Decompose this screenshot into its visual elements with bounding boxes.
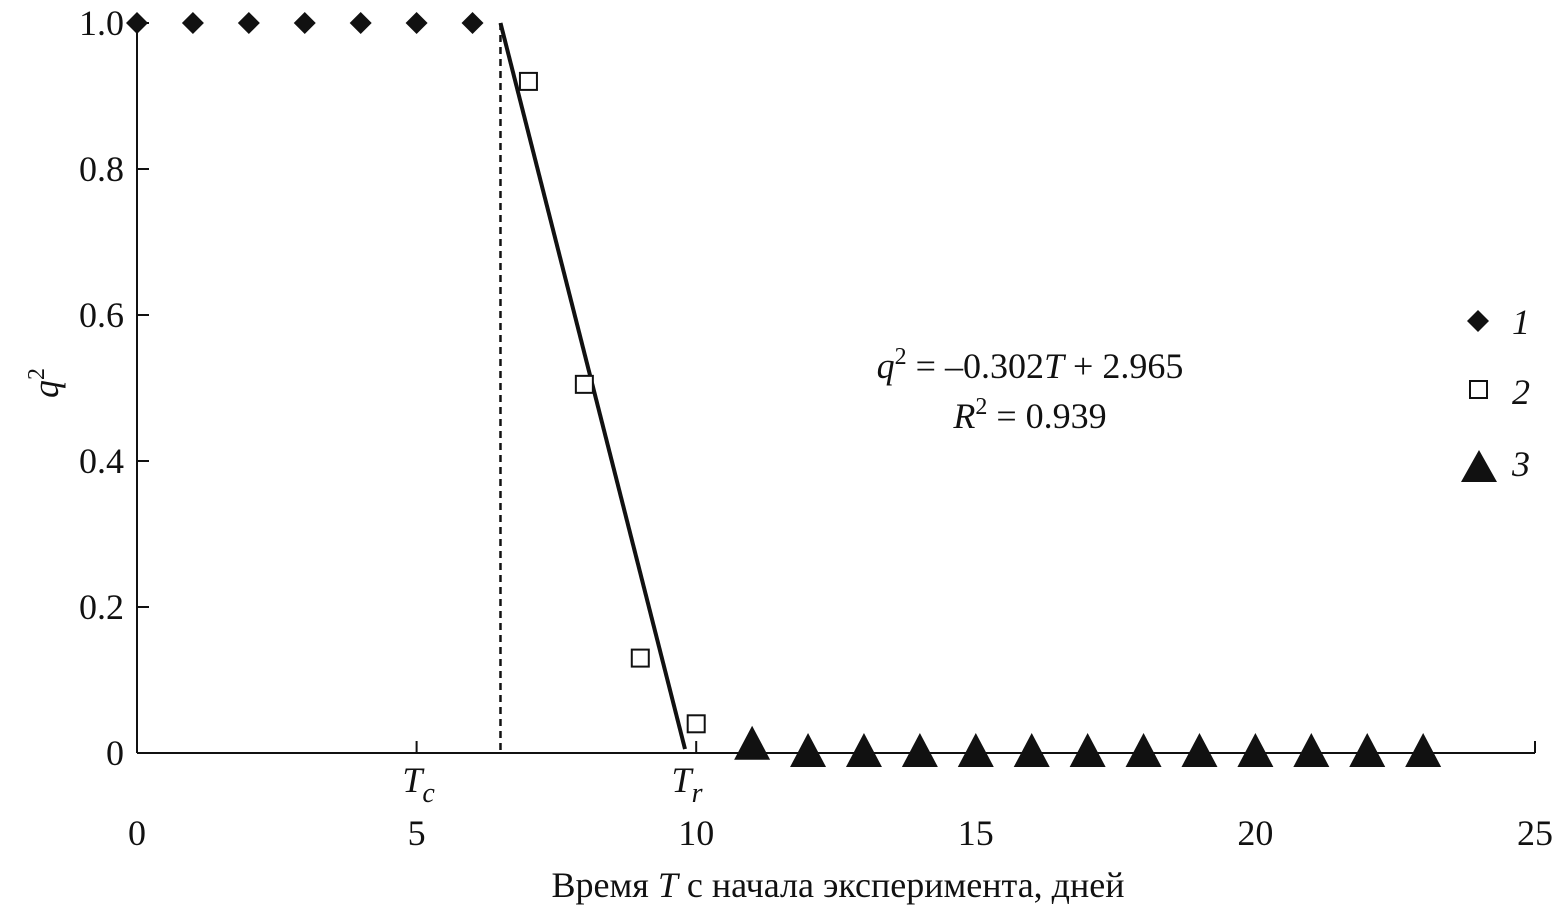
regression-equation: q2 = –0.302T + 2.965 (877, 344, 1184, 386)
x-tick-label: 25 (1517, 813, 1553, 853)
point-series-3 (901, 733, 938, 767)
legend-label-3: 3 (1511, 444, 1530, 484)
point-series-3 (1013, 733, 1050, 767)
y-axis-title: q2 (24, 368, 66, 398)
point-series-3 (1293, 733, 1330, 767)
point-series-2 (630, 648, 650, 668)
legend-square-icon (1469, 380, 1488, 399)
axes (136, 21, 1536, 754)
y-tick-label: 0.2 (79, 587, 124, 627)
point-series-3 (790, 733, 827, 767)
point-series-3 (1405, 733, 1442, 767)
point-series-3 (957, 733, 994, 767)
tick-labels: 0 5 10 15 20 25 0 0.2 0.4 0.6 0.8 1.0 Tc Tr (79, 3, 1553, 853)
y-tick-label: 1.0 (79, 3, 124, 43)
point-series-1 (461, 12, 484, 34)
y-tick-label: 0 (106, 733, 124, 773)
x-axis-title: Время T с начала эксперимента, дней (551, 865, 1124, 905)
y-tick-label: 0.6 (79, 295, 124, 335)
point-series-1 (405, 12, 428, 34)
point-series-1 (237, 12, 260, 34)
x-tick-label: 0 (128, 813, 146, 853)
data-marks (126, 12, 1442, 767)
legend-diamond-icon (1467, 310, 1489, 332)
x-tick-label: 15 (958, 813, 994, 853)
y-tick-label: 0.8 (79, 149, 124, 189)
point-series-3 (1181, 733, 1218, 767)
point-series-1 (181, 12, 204, 34)
point-series-1 (349, 12, 372, 34)
time-marker-label-c: Tc (402, 760, 435, 809)
r-squared: R2 = 0.939 (952, 394, 1106, 436)
legend-label-2: 2 (1512, 372, 1530, 412)
point-series-3 (1349, 733, 1386, 767)
point-series-3 (734, 725, 771, 760)
x-tick-label: 20 (1237, 813, 1273, 853)
point-series-2 (686, 714, 706, 734)
time-marker-label-r: Tr (672, 760, 703, 809)
point-series-3 (1125, 733, 1162, 767)
legend: 1 2 3 (1461, 302, 1530, 484)
point-series-2 (574, 374, 594, 394)
x-tick-label: 5 (408, 813, 426, 853)
point-series-2 (518, 71, 538, 91)
x-tick-label: 10 (678, 813, 714, 853)
point-series-3 (1069, 733, 1106, 767)
y-tick-label: 0.4 (79, 441, 124, 481)
point-series-3 (1237, 733, 1274, 767)
point-series-1 (126, 12, 148, 34)
point-series-1 (293, 12, 316, 34)
legend-label-1: 1 (1512, 302, 1530, 342)
point-series-3 (845, 733, 882, 767)
legend-triangle-icon (1461, 450, 1497, 482)
